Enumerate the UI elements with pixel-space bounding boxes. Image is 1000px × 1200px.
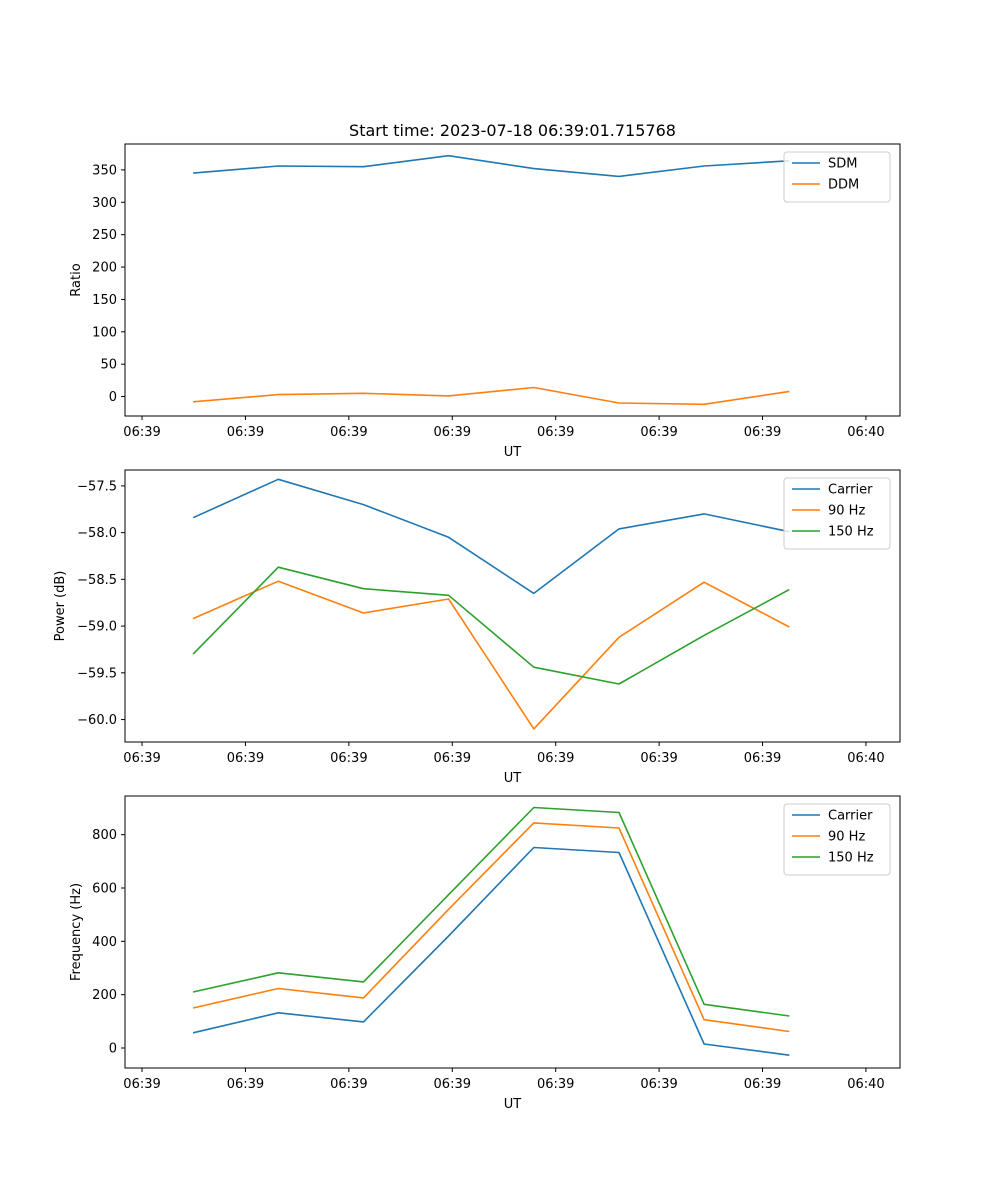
power-y-tick-label: −59.0	[77, 620, 117, 635]
frequency-y-tick-label: 800	[92, 828, 117, 843]
frequency-y-tick-label: 0	[109, 1042, 117, 1057]
ratio-series-sdm-line	[193, 154, 790, 178]
frequency-x-tick-label: 06:39	[434, 1077, 471, 1092]
power-legend-label-90-hz: 90 Hz	[828, 504, 865, 519]
power-x-tick-label: 06:39	[744, 751, 781, 766]
power-legend-label-150-hz: 150 Hz	[828, 525, 874, 540]
power-x-tick-label: 06:39	[227, 751, 264, 766]
ratio-legend-label-sdm: SDM	[828, 157, 857, 172]
chart-title: Start time: 2023-07-18 06:39:01.715768	[349, 121, 676, 140]
frequency-legend-label-90-hz: 90 Hz	[828, 830, 865, 845]
frequency-x-tick-label: 06:39	[330, 1077, 367, 1092]
panel-frequency-ylabel: Frequency (Hz)	[69, 883, 84, 981]
panel-ratio-ylabel: Ratio	[69, 263, 84, 296]
power-series-90-hz-line	[192, 580, 790, 730]
power-x-tick-label: 06:39	[640, 751, 677, 766]
frequency-series-carrier-line	[192, 846, 790, 1056]
ratio-x-tick-label: 06:39	[330, 425, 367, 440]
frequency-x-tick-label: 06:39	[640, 1077, 677, 1092]
panel-ratio: UT Ratio 06:39 06:39 06:39 06:39 06:39 06:39 0…	[69, 143, 901, 460]
frequency-y-tick-label: 200	[92, 988, 117, 1003]
frequency-x-tick-label: 06:39	[537, 1077, 574, 1092]
frequency-y-tick-label: 400	[92, 935, 117, 950]
frequency-legend: Carrier 90 Hz 150 Hz	[783, 803, 891, 876]
power-y-tick-label: −60.0	[77, 713, 117, 728]
ratio-legend-box	[783, 151, 891, 203]
power-y-tick-label: −57.5	[77, 479, 117, 494]
panel-ratio-xlabel: UT	[504, 445, 522, 460]
ratio-y-tick-label: 200	[92, 261, 117, 276]
power-series-150-hz-line	[192, 566, 790, 685]
panel-frequency: UT Frequency (Hz) 06:39 06:39 06:39 06:39 06…	[69, 795, 901, 1112]
ratio-y-tick-label: 300	[92, 196, 117, 211]
frequency-series-150-hz-line	[192, 806, 790, 1017]
frequency-x-tick-label: 06:39	[123, 1077, 160, 1092]
frequency-axes-frame	[124, 795, 901, 1069]
frequency-legend-label-150-hz: 150 Hz	[828, 851, 874, 866]
frequency-x-tick-label: 06:40	[847, 1077, 884, 1092]
power-series-carrier-line	[192, 478, 790, 595]
power-x-tick-label: 06:39	[330, 751, 367, 766]
ratio-x-tick-label: 06:39	[537, 425, 574, 440]
ratio-series-ddm-line	[193, 386, 790, 406]
ratio-legend: SDM DDM	[783, 151, 891, 203]
ratio-x-tick-label: 06:39	[744, 425, 781, 440]
power-x-tick-label: 06:39	[537, 751, 574, 766]
power-x-tick-label: 06:40	[847, 751, 884, 766]
frequency-y-tick-label: 600	[92, 882, 117, 897]
power-axes-frame	[124, 469, 901, 743]
ratio-y-tick-label: 100	[92, 325, 117, 340]
ratio-y-tick-label: 350	[92, 163, 117, 178]
frequency-x-tick-label: 06:39	[227, 1077, 264, 1092]
panel-power-xlabel: UT	[504, 771, 522, 786]
power-x-tick-label: 06:39	[123, 751, 160, 766]
ratio-legend-label-ddm: DDM	[828, 178, 859, 193]
power-y-tick-label: −58.5	[77, 573, 117, 588]
power-y-tick-label: −58.0	[77, 526, 117, 541]
ratio-x-tick-label: 06:39	[640, 425, 677, 440]
power-legend: Carrier 90 Hz 150 Hz	[783, 477, 891, 550]
ratio-y-tick-label: 0	[109, 390, 117, 405]
ratio-y-tick-label: 50	[100, 358, 117, 373]
ratio-x-tick-label: 06:39	[434, 425, 471, 440]
panel-power-ylabel: Power (dB)	[53, 571, 68, 642]
ratio-x-tick-label: 06:39	[123, 425, 160, 440]
frequency-x-tick-label: 06:39	[744, 1077, 781, 1092]
frequency-series-90-hz-line	[192, 822, 790, 1033]
panel-power: UT Power (dB) 06:39 06:39 06:39 06:39 06:39 0…	[53, 469, 901, 786]
power-legend-label-carrier: Carrier	[828, 483, 873, 498]
ratio-x-tick-label: 06:39	[227, 425, 264, 440]
ratio-axes-frame	[124, 143, 901, 417]
power-x-tick-label: 06:39	[434, 751, 471, 766]
power-y-tick-label: −59.5	[77, 666, 117, 681]
ratio-y-tick-label: 150	[92, 293, 117, 308]
frequency-legend-label-carrier: Carrier	[828, 809, 873, 824]
panel-frequency-xlabel: UT	[504, 1097, 522, 1112]
ratio-x-tick-label: 06:40	[847, 425, 884, 440]
ratio-y-tick-label: 250	[92, 228, 117, 243]
